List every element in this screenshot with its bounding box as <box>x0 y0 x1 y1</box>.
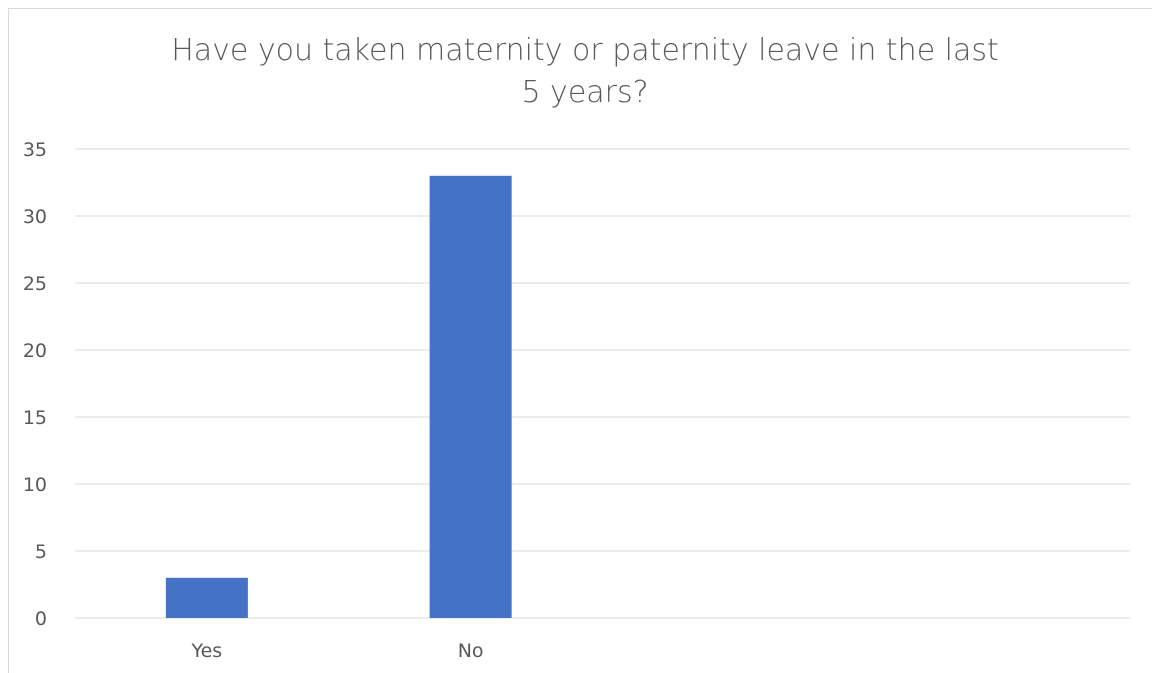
y-tick-label-15: 15 <box>23 407 47 429</box>
bar-no <box>429 175 512 619</box>
y-tick-label-20: 20 <box>23 340 47 362</box>
y-tick-label-0: 0 <box>35 608 47 630</box>
y-tick-label-25: 25 <box>23 273 47 295</box>
chart-title-line-1: Have you taken maternity or paternity le… <box>171 33 999 68</box>
chart-title-line-2: 5 years? <box>521 75 649 110</box>
x-tick-label-yes: Yes <box>191 640 223 662</box>
chart-frame <box>8 8 1152 673</box>
y-tick-label-10: 10 <box>23 474 47 496</box>
bar-yes <box>165 577 248 618</box>
chart-title: Have you taken maternity or paternity le… <box>0 30 1152 114</box>
y-tick-label-35: 35 <box>23 139 47 161</box>
x-tick-label-no: No <box>458 640 484 662</box>
y-tick-label-5: 5 <box>35 541 47 563</box>
y-tick-label-30: 30 <box>23 206 47 228</box>
